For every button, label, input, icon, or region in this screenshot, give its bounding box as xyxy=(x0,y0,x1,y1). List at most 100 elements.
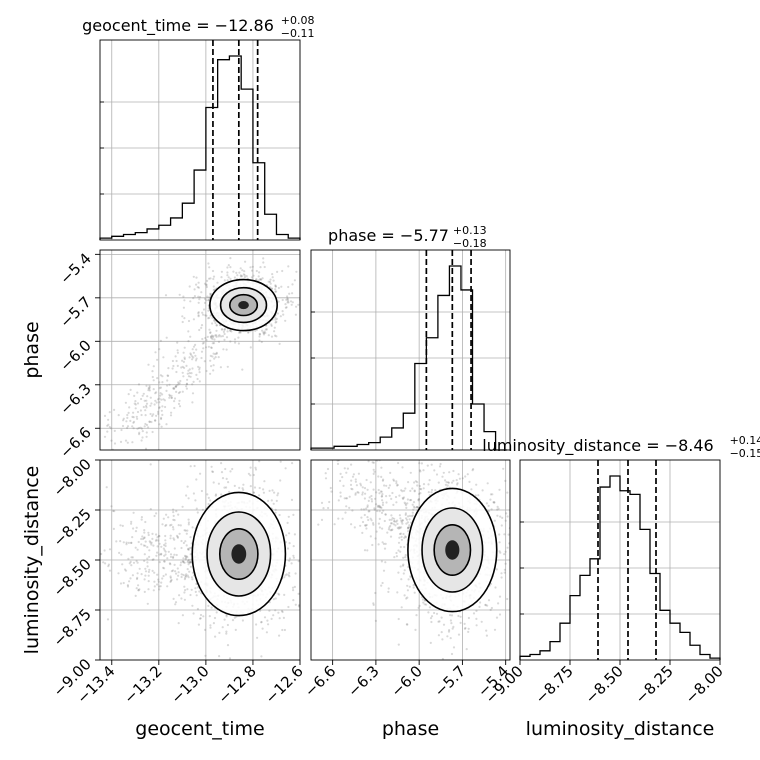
sample-point xyxy=(278,593,281,596)
sample-point xyxy=(363,497,366,500)
sample-point xyxy=(436,455,438,457)
sample-point xyxy=(148,384,151,387)
sample-point xyxy=(252,274,255,277)
sample-point xyxy=(404,487,407,490)
sample-point xyxy=(145,435,148,438)
sample-point xyxy=(195,283,198,286)
sample-point xyxy=(147,387,150,390)
sample-point xyxy=(165,423,168,426)
sample-point xyxy=(210,335,213,338)
sample-point xyxy=(274,609,277,612)
sample-point xyxy=(117,414,120,417)
sample-point xyxy=(197,314,200,317)
sample-point xyxy=(271,276,274,279)
sample-point xyxy=(163,560,166,563)
sample-point xyxy=(400,526,403,529)
sample-point xyxy=(191,383,194,386)
sample-point xyxy=(209,359,212,362)
sample-point xyxy=(159,374,162,377)
title-plus-luminosity_distance: +0.14 xyxy=(730,434,760,447)
sample-point xyxy=(179,524,182,527)
sample-point xyxy=(374,537,377,540)
sample-point xyxy=(183,529,186,532)
sample-point xyxy=(193,288,196,291)
ytick-label-phase: −6.6 xyxy=(56,423,94,461)
sample-point xyxy=(459,615,462,618)
sample-point xyxy=(361,486,364,489)
sample-point xyxy=(125,543,128,546)
sample-point xyxy=(177,381,180,384)
sample-point xyxy=(234,628,237,632)
sample-point xyxy=(413,489,416,492)
sample-point xyxy=(183,357,186,361)
sample-point xyxy=(183,598,186,601)
sample-point xyxy=(159,392,162,395)
sample-point xyxy=(354,493,357,496)
sample-point xyxy=(144,540,147,543)
sample-point xyxy=(124,569,128,572)
sample-point xyxy=(126,413,129,417)
sample-point xyxy=(184,557,187,560)
sample-point xyxy=(199,617,202,620)
sample-point xyxy=(413,591,416,594)
sample-point xyxy=(258,271,261,274)
contour-2 xyxy=(228,293,259,317)
sample-point xyxy=(458,477,461,480)
sample-point xyxy=(354,480,357,483)
sample-point xyxy=(150,543,153,546)
xlabel-luminosity_distance: luminosity_distance xyxy=(526,718,715,740)
sample-point xyxy=(160,416,163,419)
sample-point xyxy=(211,342,214,345)
sample-point xyxy=(145,384,148,387)
sample-point xyxy=(191,604,194,607)
sample-point xyxy=(241,619,244,622)
sample-point xyxy=(388,518,391,522)
sample-point xyxy=(354,478,357,481)
sample-point xyxy=(408,524,411,527)
sample-point xyxy=(361,531,364,535)
sample-point xyxy=(359,524,362,527)
sample-point xyxy=(229,329,232,332)
sample-point xyxy=(131,556,134,559)
sample-point xyxy=(153,514,156,518)
sample-point xyxy=(495,568,498,571)
sample-point xyxy=(410,515,413,518)
sample-point xyxy=(378,506,381,509)
sample-point xyxy=(529,473,531,475)
sample-point xyxy=(259,278,262,281)
sample-point xyxy=(140,573,143,576)
sample-point xyxy=(378,510,381,513)
sample-point xyxy=(106,618,110,621)
sample-point xyxy=(122,417,125,420)
sample-point xyxy=(152,379,155,382)
sample-point xyxy=(320,501,324,504)
sample-point xyxy=(446,439,448,441)
sample-point xyxy=(145,404,148,407)
sample-point xyxy=(392,503,395,506)
sample-point xyxy=(447,481,450,484)
sample-point xyxy=(422,483,426,486)
sample-point xyxy=(134,407,137,410)
sample-point xyxy=(213,338,216,341)
sample-point xyxy=(405,597,408,600)
xtick-label-phase: −5.7 xyxy=(431,662,469,700)
sample-point xyxy=(180,366,183,369)
sample-point xyxy=(400,521,403,524)
sample-point xyxy=(274,285,277,288)
sample-point xyxy=(148,389,151,392)
sample-point xyxy=(446,445,448,447)
sample-point xyxy=(174,355,177,358)
sample-point xyxy=(176,364,179,367)
sample-point xyxy=(189,353,193,356)
sample-point xyxy=(212,369,215,372)
sample-point xyxy=(158,561,161,564)
sample-point xyxy=(313,525,315,527)
sample-point xyxy=(241,269,244,272)
sample-point xyxy=(161,523,164,526)
sample-point xyxy=(221,335,224,338)
sample-point xyxy=(126,416,129,419)
sample-point xyxy=(167,550,170,553)
sample-point xyxy=(255,623,258,626)
sample-point xyxy=(173,547,176,550)
sample-point xyxy=(274,508,277,511)
